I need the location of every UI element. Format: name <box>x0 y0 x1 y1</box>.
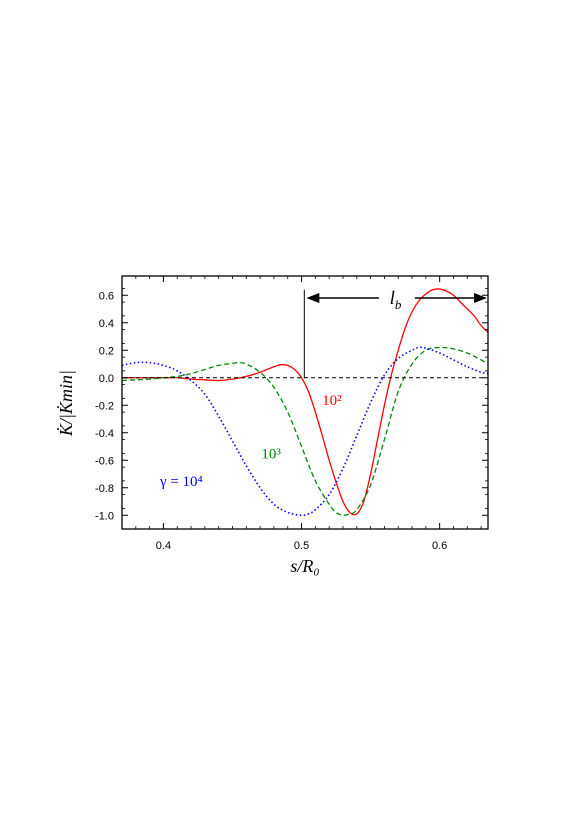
y-axis-title-text: K̇/|K̇min| <box>55 370 76 437</box>
axis-ticks: 0.4 0.5 0.6 -1.0 -0.8 -0.6 -0.4 -0.2 0.0 0.2 0.4 0.… <box>95 276 488 552</box>
x-tick-label: 0.4 <box>156 540 171 552</box>
y-axis-title: K̇/|K̇min| <box>55 370 76 437</box>
lb-arrowhead-left <box>306 293 320 303</box>
lb-arrowhead-right <box>474 293 487 303</box>
y-tick-label: 0.2 <box>99 345 114 357</box>
annotation-label-0: 10² <box>322 393 342 409</box>
x-tick-label: 0.6 <box>432 540 447 552</box>
y-tick-label: -0.8 <box>95 483 114 495</box>
plot-area: 0.4 0.5 0.6 -1.0 -0.8 -0.6 -0.4 -0.2 0.0 0.2 0.4 0.… <box>95 275 489 552</box>
y-tick-label: 0.4 <box>99 318 114 330</box>
y-tick-label: -0.6 <box>95 455 114 467</box>
x-axis-title-text: s/R₀ <box>290 556 319 576</box>
x-tick-label: 0.5 <box>294 540 309 552</box>
y-tick-label: 0.0 <box>99 373 114 385</box>
lb-marker <box>303 289 487 378</box>
annotations: 10² 10³ γ = 10⁴ lb <box>159 288 402 490</box>
plot-frame <box>121 275 489 530</box>
y-tick-label: 0.6 <box>99 290 114 302</box>
annotation-label-2: γ = 10⁴ <box>159 474 203 490</box>
annotation-label-1: 10³ <box>261 446 281 462</box>
series-line-1 <box>122 346 488 516</box>
series-layer <box>122 288 488 517</box>
series-line-0 <box>122 288 488 516</box>
y-tick-label: -1.0 <box>95 510 114 522</box>
y-tick-label: -0.4 <box>95 428 114 440</box>
annotation-lb: lb <box>390 288 402 312</box>
y-tick-label: -0.2 <box>95 400 114 412</box>
series-line-2 <box>122 346 488 517</box>
x-axis-title: s/R₀ <box>290 556 319 576</box>
